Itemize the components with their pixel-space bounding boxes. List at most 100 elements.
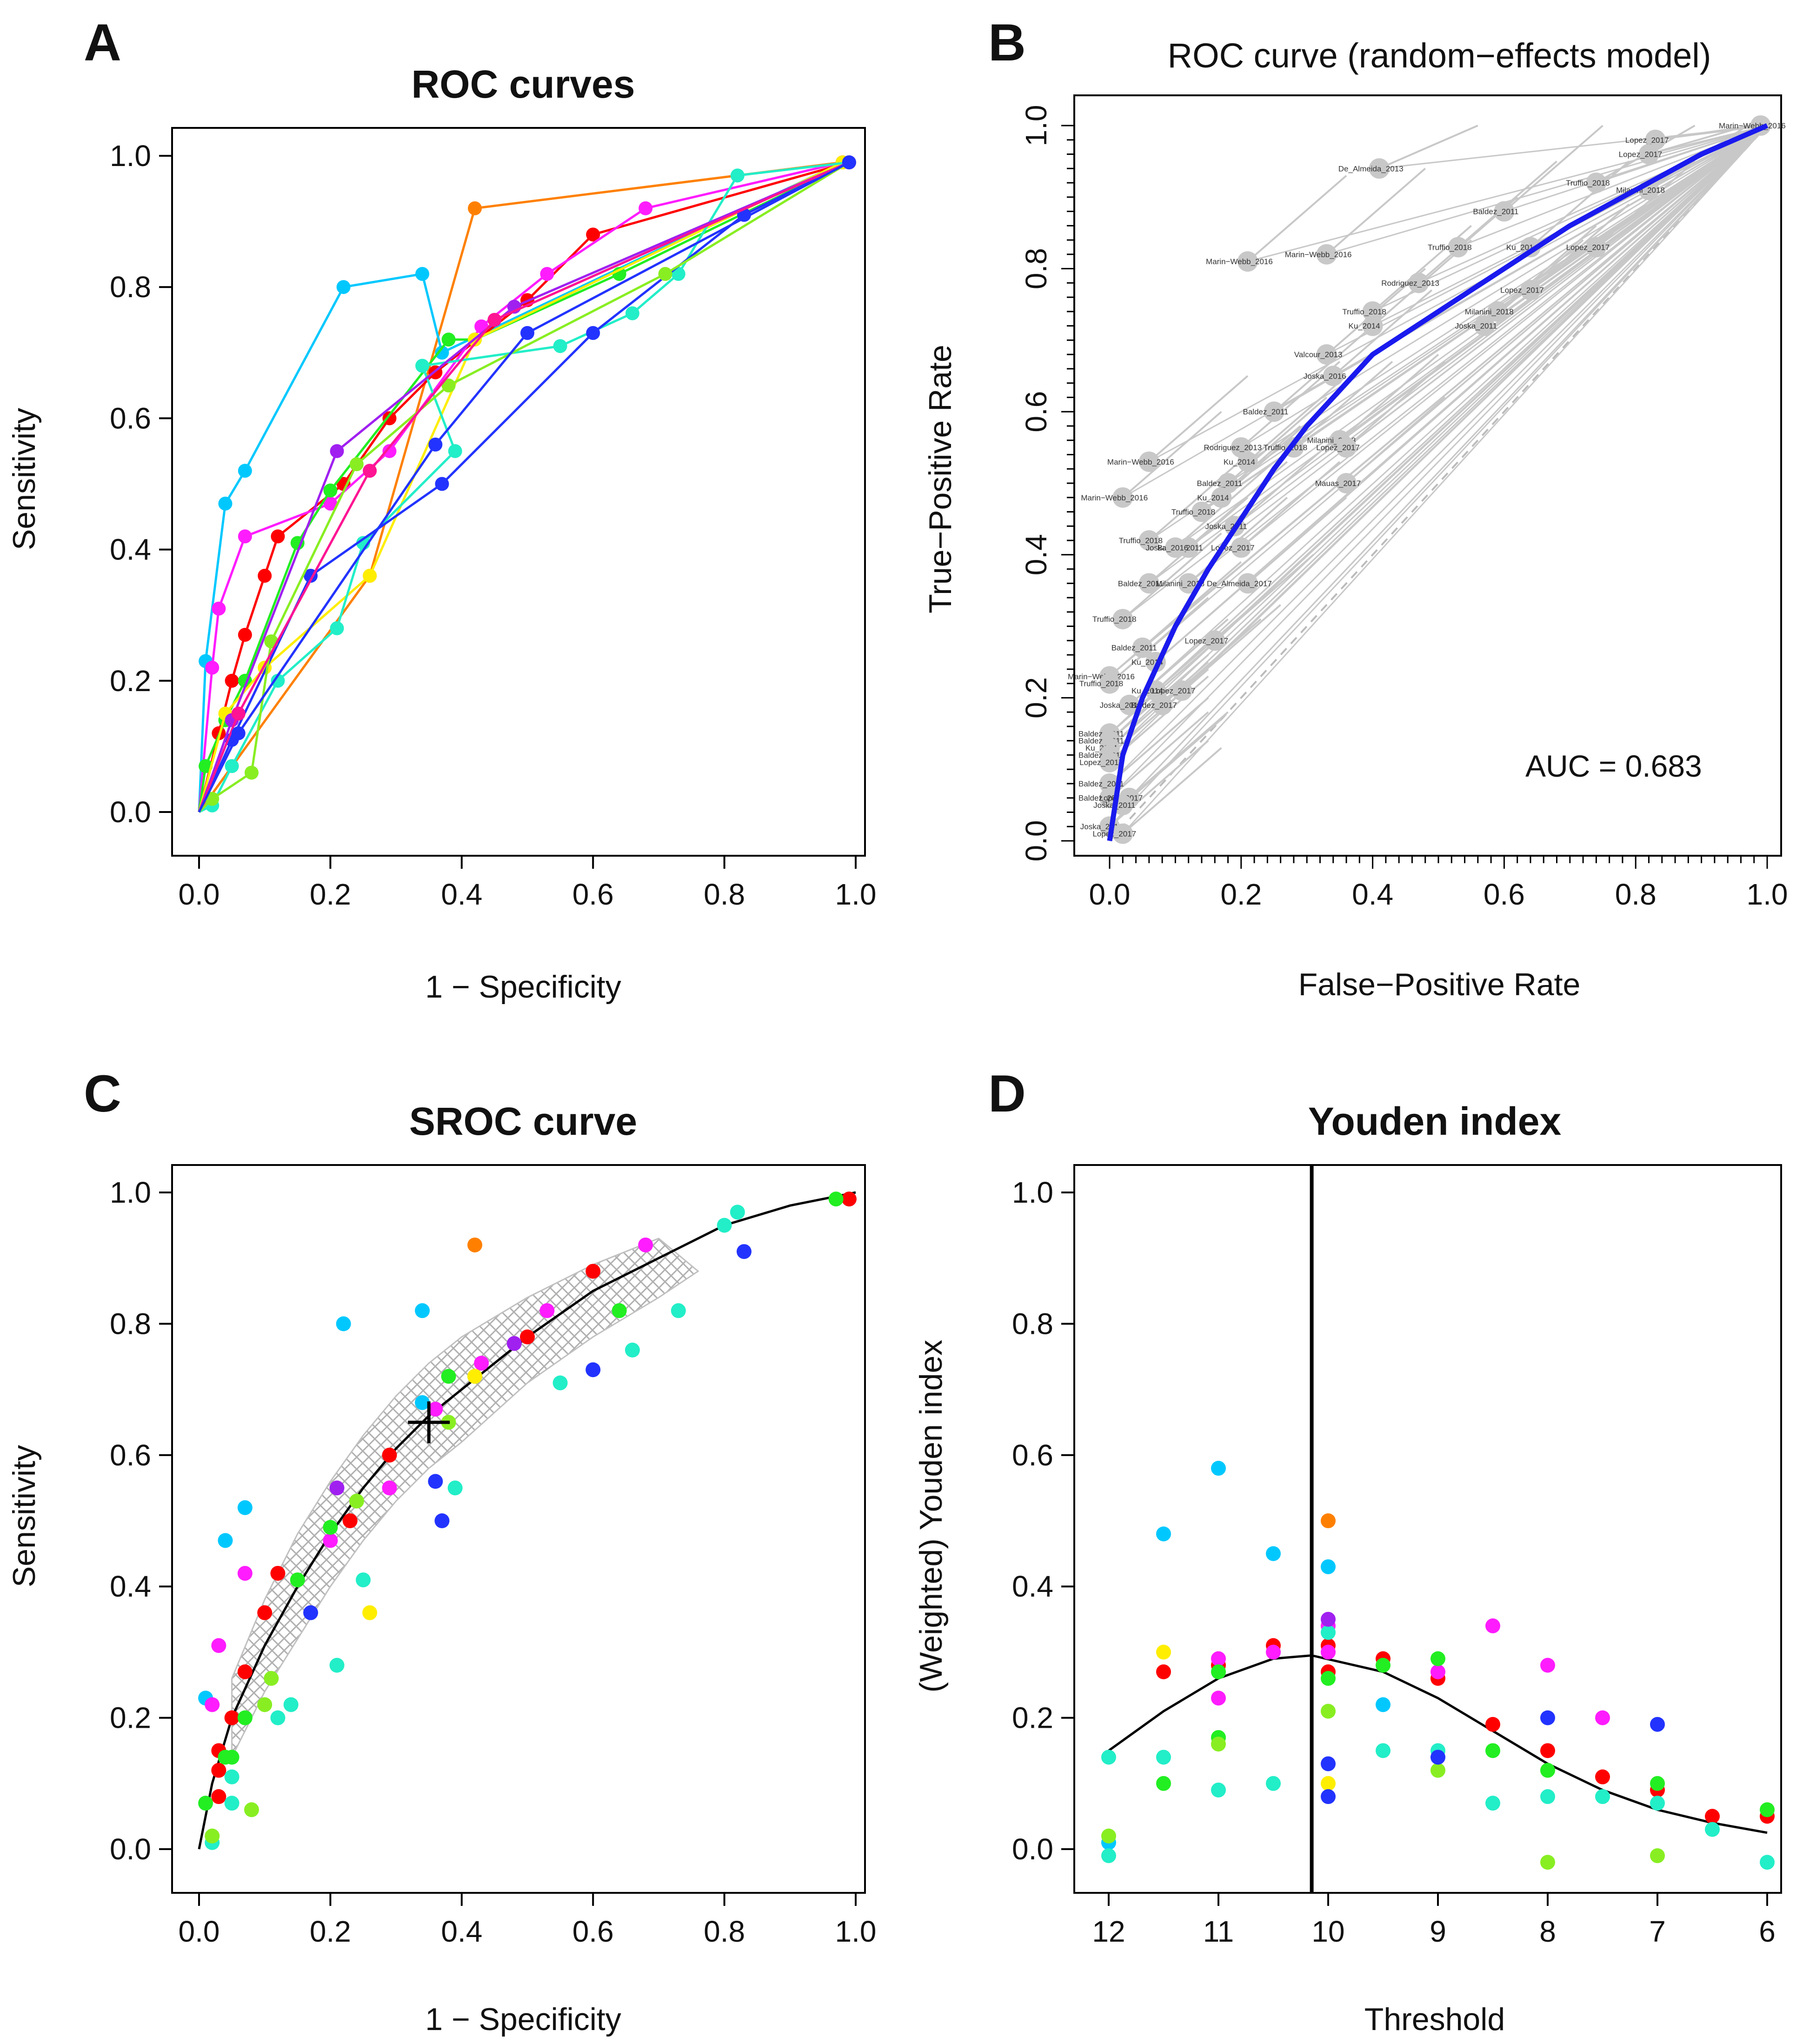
study-label: Rodriguez_2013	[1381, 279, 1439, 287]
study-roc-segment	[1346, 125, 1768, 448]
study-roc-segment	[1596, 125, 1768, 184]
y-tick-label: 0.4	[110, 533, 151, 566]
study-point	[1362, 315, 1383, 336]
x-tick-label: 9	[1430, 1915, 1446, 1948]
study-roc-segment	[1240, 461, 1341, 548]
roc-point	[842, 155, 856, 170]
plot-frame	[1073, 1164, 1782, 1894]
panel-b-ylabel: True−Positive Rate	[923, 345, 958, 613]
study-roc-segment	[1339, 125, 1768, 441]
study-point	[1586, 237, 1607, 258]
panel-b-xlabel: False−Positive Rate	[1298, 967, 1581, 1002]
youden-point	[1266, 1546, 1281, 1561]
study-point	[1112, 487, 1133, 508]
study-point	[211, 1763, 226, 1778]
study-label: Joska_2016	[1100, 701, 1143, 710]
roc-point	[323, 483, 338, 498]
x-tick-label: 0.2	[310, 1915, 351, 1948]
roc-point	[382, 411, 397, 426]
study-roc-segment	[1214, 125, 1768, 641]
study-point	[1138, 573, 1159, 594]
study-label: De_Almeida_2013	[1338, 164, 1404, 173]
panel-letter-b: B	[988, 13, 1026, 72]
youden-point	[1430, 1664, 1445, 1679]
youden-point	[1211, 1461, 1226, 1476]
study-point	[218, 1533, 233, 1548]
plot-frame	[1073, 94, 1782, 857]
roc-line-study-magenta	[198, 161, 843, 812]
study-point	[224, 1796, 240, 1811]
study-point	[671, 1303, 686, 1318]
study-point	[224, 1750, 240, 1765]
study-roc-segment	[1181, 125, 1768, 692]
youden-point	[1321, 1776, 1336, 1791]
sroc-curve	[198, 1191, 856, 1850]
study-label: Lopez_2017	[1079, 758, 1123, 767]
x-tick-label: 0.2	[1220, 878, 1262, 911]
y-tick-label: 0.8	[110, 270, 151, 304]
youden-point	[1211, 1651, 1226, 1666]
roc-line-study-cyan	[198, 161, 843, 812]
study-roc-segment	[1273, 325, 1373, 413]
youden-point	[1156, 1750, 1171, 1765]
x-tick-label: 0.6	[572, 1915, 614, 1948]
study-label: Milanini_2018	[1465, 307, 1514, 316]
roc-line-study-blue	[198, 161, 850, 813]
study-label: Joska_2016	[1304, 372, 1346, 380]
study-point	[1369, 158, 1390, 179]
study-roc-segment	[1649, 125, 1768, 155]
study-point	[1487, 301, 1508, 322]
roc-point	[258, 569, 272, 583]
panel-letter-a: A	[84, 13, 121, 72]
y-tick-label: 0.8	[110, 1307, 151, 1340]
study-roc-segment	[1181, 604, 1281, 692]
study-label: Baldez_2011	[1078, 794, 1124, 803]
x-tick-label: 1.0	[835, 878, 877, 911]
study-point	[828, 1192, 844, 1207]
study-point	[428, 1474, 443, 1489]
study-point	[1362, 301, 1383, 322]
study-roc-segment	[1378, 125, 1478, 170]
youden-point	[1540, 1710, 1555, 1725]
roc-point	[205, 792, 220, 806]
study-point	[1171, 680, 1192, 701]
youden-point	[1430, 1763, 1445, 1778]
roc-point	[238, 464, 252, 478]
study-point	[237, 1664, 253, 1679]
study-roc-segment	[1148, 453, 1249, 541]
study-point	[736, 1244, 752, 1259]
youden-point	[1101, 1848, 1116, 1864]
study-point	[205, 1697, 220, 1712]
study-label: Truffio_2018	[1171, 508, 1216, 517]
x-tick-label: 0.0	[179, 1915, 220, 1948]
study-point	[237, 1500, 253, 1515]
study-label: Joska_2011	[1455, 322, 1497, 331]
study-label: Baldez_2011	[1111, 644, 1157, 652]
roc-point	[271, 673, 285, 688]
youden-point	[1266, 1776, 1281, 1791]
youden-point	[1101, 1828, 1116, 1844]
youden-point	[1211, 1664, 1226, 1679]
study-roc-segment	[1214, 554, 1314, 641]
study-point	[1211, 487, 1232, 508]
study-point	[1165, 537, 1186, 558]
study-point	[428, 1401, 443, 1417]
study-label: Lopez_2017	[1566, 243, 1610, 252]
roc-point	[363, 464, 377, 478]
y-tick-label: 0.4	[1019, 534, 1053, 575]
study-point	[434, 1513, 450, 1528]
youden-point	[1211, 1691, 1226, 1706]
study-label: Marin−Webb_2016	[1285, 250, 1352, 259]
roc-point	[238, 628, 252, 642]
youden-point	[1540, 1743, 1555, 1758]
study-point	[1237, 451, 1258, 472]
roc-point	[586, 227, 600, 242]
study-point	[717, 1218, 732, 1233]
study-point	[323, 1520, 338, 1535]
study-label: De_Almeida_2017	[1207, 579, 1272, 588]
study-point	[336, 1316, 351, 1332]
y-tick-label: 0.8	[1019, 248, 1053, 289]
study-point	[1112, 609, 1133, 630]
roc-point	[225, 759, 239, 773]
study-label: Lopez_2017	[1625, 136, 1669, 145]
